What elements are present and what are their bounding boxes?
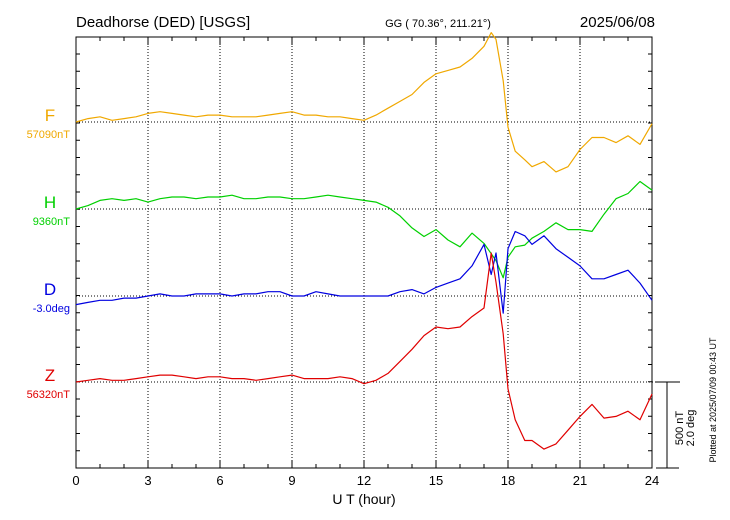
series-name-D: D xyxy=(44,280,56,299)
x-tick-label-12: 12 xyxy=(357,473,371,488)
trace-F xyxy=(75,31,653,173)
station-title: Deadhorse (DED) [USGS] xyxy=(76,14,250,31)
station-coords: GG ( 70.36°, 211.21°) xyxy=(385,18,491,30)
traces xyxy=(75,31,653,450)
grid-lines xyxy=(147,37,581,468)
x-axis-label: U T (hour) xyxy=(332,491,395,507)
x-tick-label-18: 18 xyxy=(501,473,515,488)
series-name-F: F xyxy=(45,106,55,125)
scale-bar-deg: 2.0 deg xyxy=(685,410,697,447)
series-baseline-Z: 56320nT xyxy=(27,389,71,401)
series-labels: F 57090nT H 9360nT D -3.0deg Z 56320nT xyxy=(27,106,71,401)
x-tick-label-0: 0 xyxy=(72,473,79,488)
trace-H xyxy=(75,180,653,279)
trace-Z xyxy=(75,252,653,450)
series-baseline-H: 9360nT xyxy=(33,216,71,228)
scale-bar: 500 nT 2.0 deg xyxy=(656,381,697,469)
x-tick-label-6: 6 xyxy=(216,473,223,488)
x-tick-labels: 0 3 6 9 12 15 18 21 24 xyxy=(72,473,659,488)
series-baseline-D: -3.0deg xyxy=(33,303,70,315)
trace-D xyxy=(75,230,653,314)
x-tick-label-21: 21 xyxy=(573,473,587,488)
baseline-lines xyxy=(76,121,680,383)
plot-date: 2025/06/08 xyxy=(580,14,655,31)
x-tick-label-3: 3 xyxy=(144,473,151,488)
series-baseline-F: 57090nT xyxy=(27,129,71,141)
series-name-Z: Z xyxy=(45,366,55,385)
series-name-H: H xyxy=(44,193,56,212)
scale-bar-nt: 500 nT xyxy=(674,411,686,446)
x-tick-label-24: 24 xyxy=(645,473,659,488)
x-tick-label-15: 15 xyxy=(429,473,443,488)
x-tick-label-9: 9 xyxy=(288,473,295,488)
axis-ticks xyxy=(75,37,653,468)
plotted-at-note: Plotted at 2025/07/09 00:43 UT xyxy=(708,337,718,463)
